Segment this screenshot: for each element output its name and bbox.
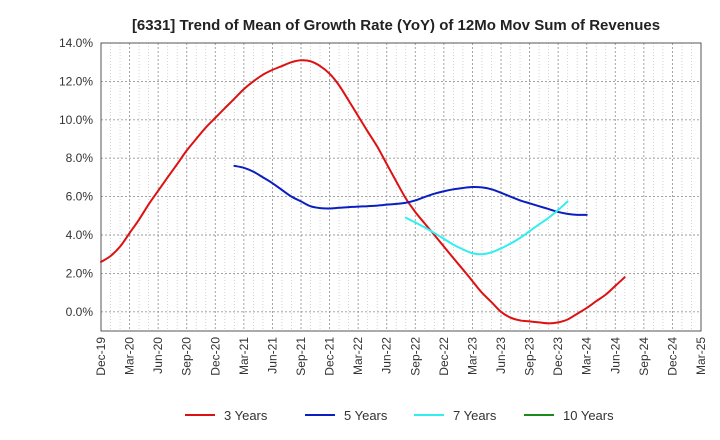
- y-tick-label: 4.0%: [66, 228, 94, 242]
- x-tick-label: Mar-25: [694, 337, 708, 375]
- y-tick-label: 10.0%: [59, 113, 93, 127]
- x-tick-label: Dec-22: [437, 337, 451, 376]
- x-tick-label: Sep-21: [294, 337, 308, 376]
- y-tick-label: 2.0%: [66, 266, 94, 280]
- y-tick-label: 0.0%: [66, 305, 94, 319]
- x-tick-label: Jun-20: [151, 337, 165, 374]
- x-tick-label: Jun-24: [608, 337, 622, 374]
- x-tick-label: Mar-24: [580, 337, 594, 375]
- series-line-3-years: [100, 59, 626, 325]
- legend-label-3-years: 3 Years: [224, 408, 268, 423]
- plot-border: [100, 42, 702, 332]
- x-tick-label: Jun-23: [494, 337, 508, 374]
- x-tick-label: Dec-19: [94, 337, 108, 376]
- y-tick-label: 14.0%: [59, 36, 93, 50]
- x-tick-label: Jun-21: [265, 337, 279, 374]
- x-tick-label: Mar-22: [351, 337, 365, 375]
- legend: 3 Years 5 Years 7 Years 10 Years: [185, 408, 614, 423]
- x-tick-label: Sep-20: [180, 337, 194, 376]
- series-line-7-years: [404, 200, 569, 256]
- x-tick-label: Jun-22: [380, 337, 394, 374]
- x-tick-label: Sep-22: [408, 337, 422, 376]
- legend-label-10-years: 10 Years: [563, 408, 614, 423]
- y-tick-label: 12.0%: [59, 74, 93, 88]
- x-tick-label: Mar-23: [465, 337, 479, 375]
- y-tick-label: 8.0%: [66, 151, 94, 165]
- x-tick-label: Sep-23: [523, 337, 537, 376]
- chart-title: [6331] Trend of Mean of Growth Rate (YoY…: [132, 17, 660, 34]
- y-tick-label: 6.0%: [66, 190, 94, 204]
- x-tick-label: Dec-21: [323, 337, 337, 376]
- legend-label-5-years: 5 Years: [344, 408, 388, 423]
- series-line-5-years: [233, 164, 588, 216]
- x-tick-label: Mar-20: [123, 337, 137, 375]
- x-tick-label: Dec-20: [208, 337, 222, 376]
- x-tick-label: Dec-23: [551, 337, 565, 376]
- x-tick-label: Dec-24: [665, 337, 679, 376]
- legend-label-7-years: 7 Years: [453, 408, 497, 423]
- x-tick-label: Mar-21: [237, 337, 251, 375]
- plot-area: 14.0% 12.0% 10.0% 8.0% 6.0% 4.0% 2.0% 0.0% Dec-1…: [59, 36, 708, 376]
- x-tick-label: Sep-24: [637, 337, 651, 376]
